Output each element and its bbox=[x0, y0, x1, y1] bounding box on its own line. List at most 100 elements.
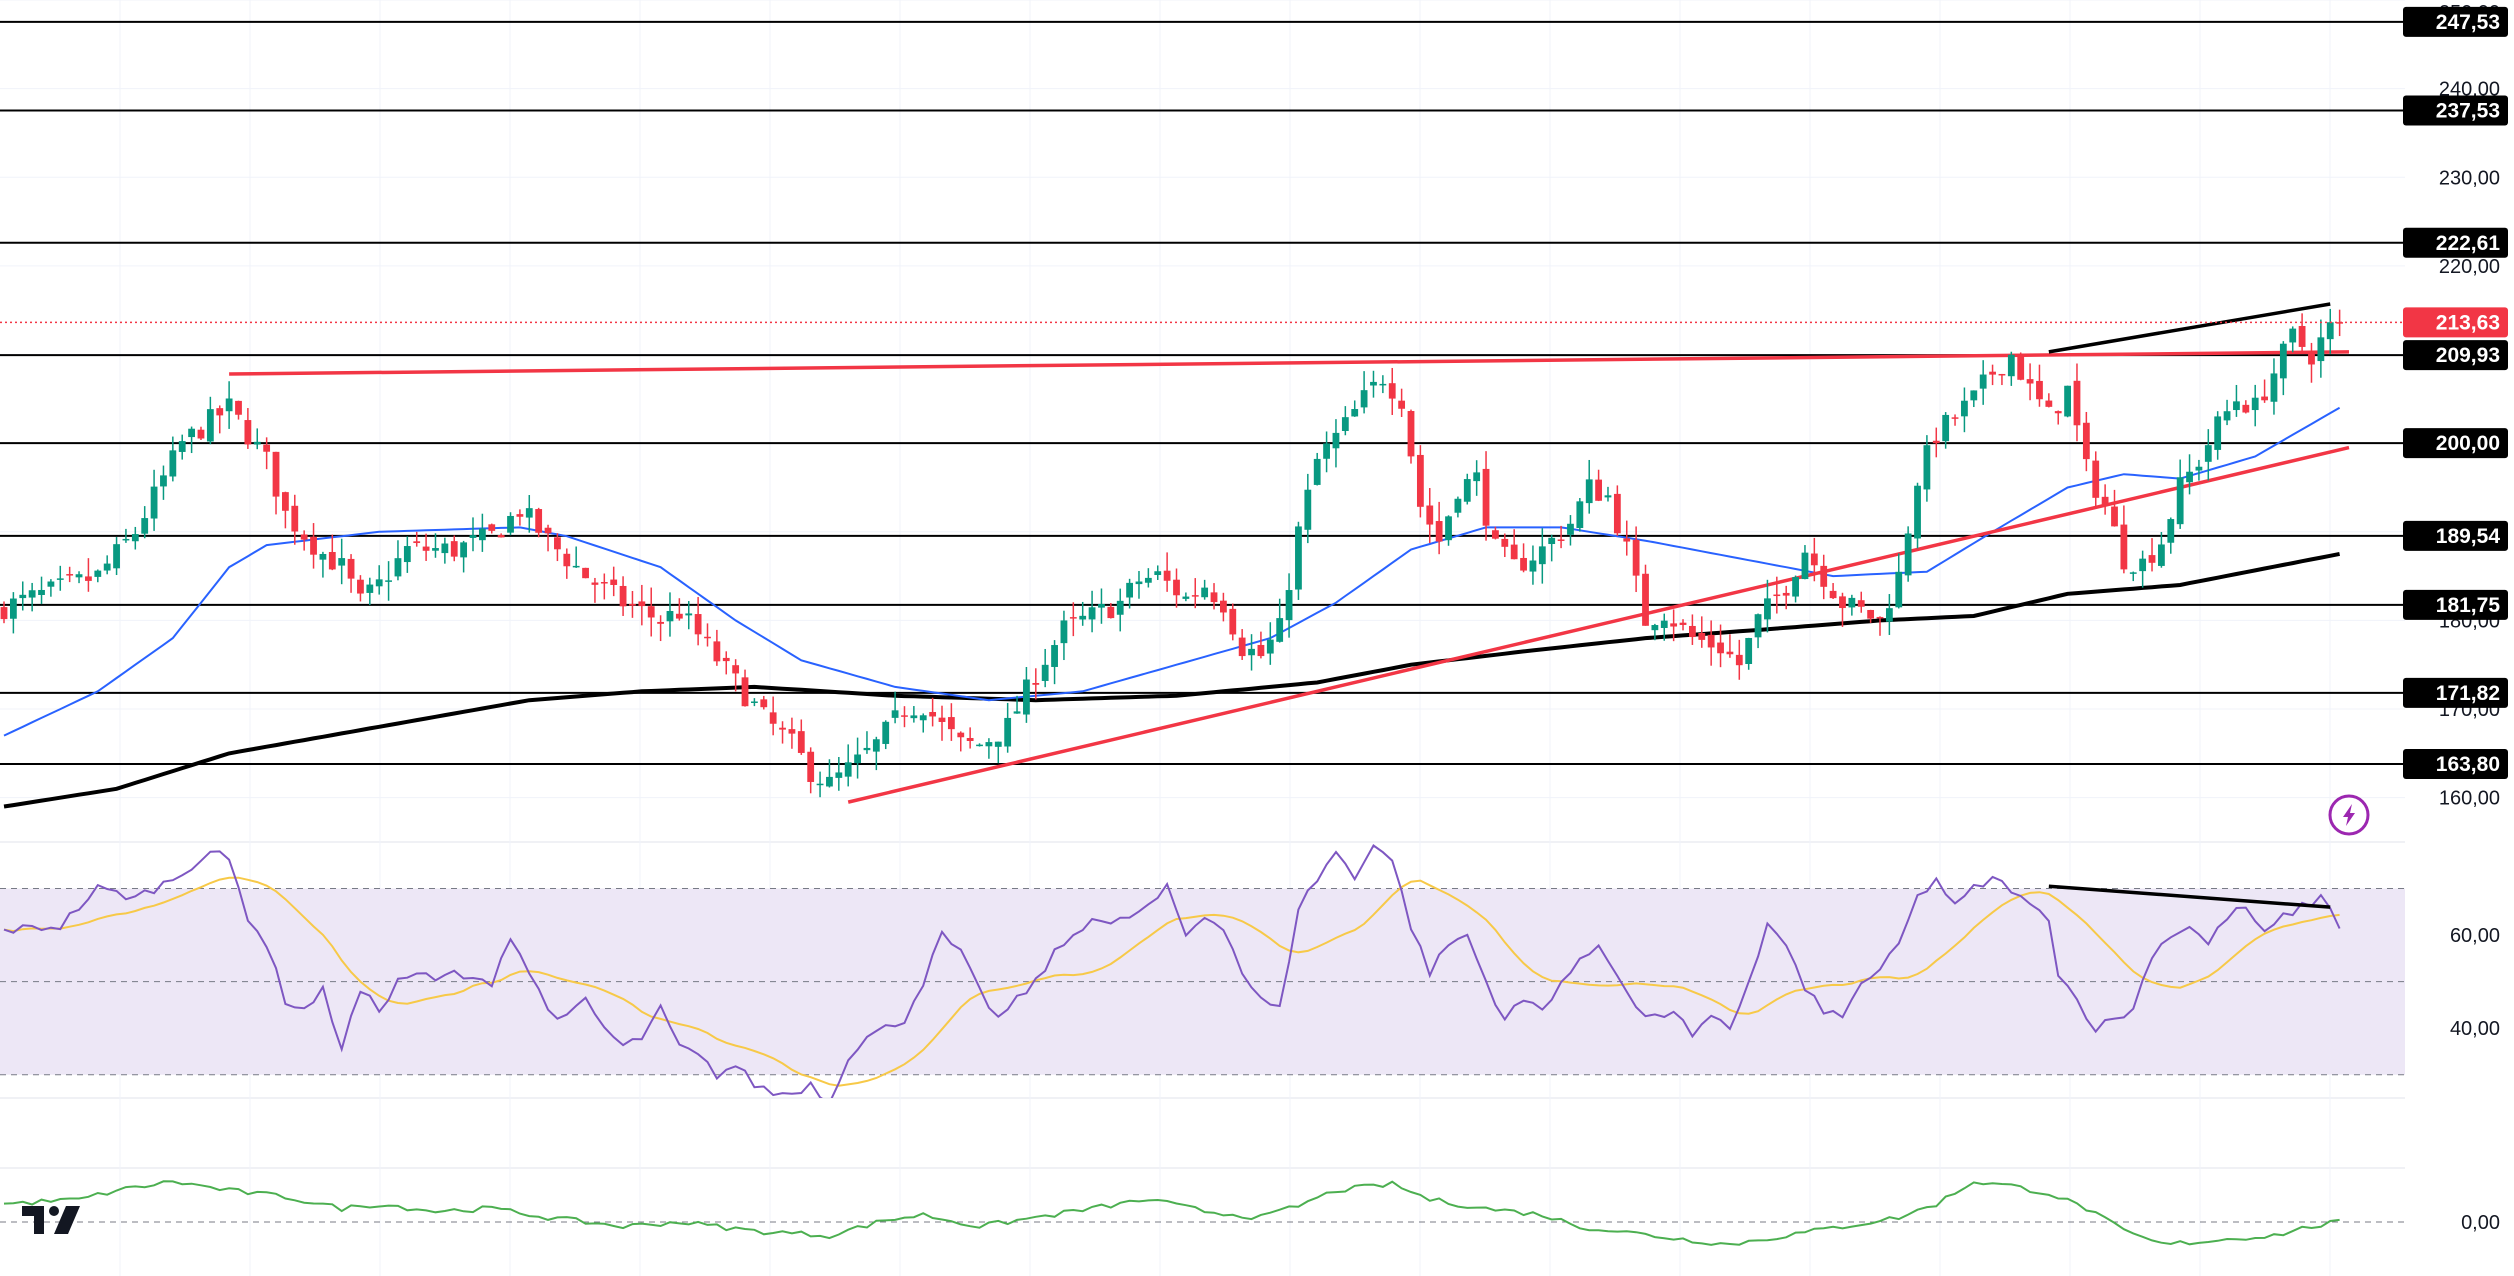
candle-body bbox=[2308, 351, 2315, 365]
candle-body bbox=[1679, 622, 1687, 625]
candle-body bbox=[788, 729, 796, 734]
level-label: 209,93 bbox=[2403, 340, 2508, 371]
candle-body bbox=[891, 710, 899, 718]
candle bbox=[2261, 379, 2268, 403]
candle bbox=[1332, 419, 1340, 468]
candle-body bbox=[760, 699, 768, 708]
candle-body bbox=[1041, 664, 1049, 681]
candle bbox=[0, 601, 8, 624]
candle bbox=[488, 523, 496, 534]
candle bbox=[910, 706, 918, 723]
candle bbox=[1191, 578, 1199, 609]
candle-body bbox=[1717, 642, 1724, 654]
candle bbox=[478, 513, 486, 552]
candle bbox=[985, 738, 993, 759]
candle bbox=[1304, 473, 1312, 544]
price-axis[interactable]: 160,00170,00180,00190,00200,00210,00220,… bbox=[2403, 0, 2514, 1276]
candle-body bbox=[704, 636, 711, 639]
ema200-path bbox=[3, 551, 2340, 809]
candle bbox=[1529, 545, 1537, 585]
level-label-text: 247,53 bbox=[2436, 11, 2500, 34]
candle-body bbox=[432, 548, 439, 551]
candle-body bbox=[713, 641, 721, 662]
candle bbox=[2036, 364, 2043, 407]
candle-body bbox=[1642, 573, 1649, 626]
candle bbox=[1717, 624, 1724, 668]
tradingview-logo-icon[interactable] bbox=[22, 1206, 80, 1234]
candle-body bbox=[1276, 618, 1284, 642]
candle bbox=[1923, 435, 1931, 502]
candle bbox=[2279, 341, 2287, 396]
candle-body bbox=[1248, 648, 1255, 656]
candle-body bbox=[694, 614, 702, 635]
candle bbox=[1810, 537, 1818, 582]
candle-body bbox=[2195, 466, 2203, 471]
level-label-text: 209,93 bbox=[2436, 344, 2500, 367]
candle-body bbox=[2054, 411, 2062, 414]
lightning-bolt-icon[interactable] bbox=[2328, 794, 2370, 836]
candle bbox=[1726, 634, 1734, 658]
candle-body bbox=[1885, 608, 1893, 622]
candle bbox=[1548, 534, 1556, 562]
candle-body bbox=[994, 741, 1002, 747]
candle-body bbox=[385, 580, 392, 582]
candle bbox=[28, 582, 36, 612]
black-trendline[interactable] bbox=[2048, 302, 2331, 354]
candle bbox=[976, 743, 983, 747]
candle-body bbox=[1266, 639, 1274, 654]
price-tick-label: 240,00 bbox=[2439, 79, 2500, 101]
candle bbox=[2148, 538, 2156, 572]
candle-body bbox=[1932, 440, 1940, 444]
candle bbox=[1998, 373, 2006, 386]
candle-body bbox=[469, 535, 477, 538]
trendlines[interactable] bbox=[229, 302, 2350, 804]
candle bbox=[1163, 552, 1171, 592]
candle bbox=[1773, 576, 1781, 614]
candle bbox=[75, 571, 83, 584]
candle bbox=[1473, 460, 1481, 496]
candle-body bbox=[1876, 616, 1884, 619]
candle-body bbox=[357, 579, 364, 594]
candle bbox=[891, 691, 899, 724]
candle bbox=[2064, 385, 2071, 418]
candle-body bbox=[544, 527, 552, 534]
candle-body bbox=[741, 677, 749, 707]
level-label-text: 163,80 bbox=[2436, 753, 2500, 776]
candle bbox=[394, 540, 402, 581]
candle-body bbox=[47, 581, 55, 587]
candle-body bbox=[1220, 600, 1227, 613]
candle bbox=[929, 697, 937, 727]
candle-body bbox=[647, 606, 655, 618]
candle bbox=[1388, 367, 1396, 415]
candle-body bbox=[1595, 479, 1602, 501]
candle bbox=[1792, 575, 1799, 603]
candle-body bbox=[1895, 571, 1903, 608]
candle-body bbox=[1144, 577, 1152, 583]
red-trendline[interactable] bbox=[229, 350, 2350, 376]
candle-body bbox=[488, 524, 496, 531]
candle bbox=[582, 567, 589, 579]
candle-body bbox=[826, 776, 833, 787]
candle bbox=[525, 495, 533, 533]
candle-body bbox=[66, 574, 74, 576]
candle bbox=[141, 506, 149, 539]
candle bbox=[1107, 603, 1115, 619]
candle-body bbox=[1023, 679, 1030, 715]
candle bbox=[2270, 358, 2278, 415]
candle-body bbox=[1810, 553, 1818, 566]
candle bbox=[1238, 629, 1246, 660]
candle bbox=[375, 565, 383, 595]
candle bbox=[1454, 496, 1462, 518]
candle-body bbox=[2158, 544, 2165, 566]
candle bbox=[610, 566, 618, 597]
red-trendline[interactable] bbox=[847, 445, 2350, 804]
candle bbox=[1904, 526, 1912, 582]
candle bbox=[1257, 631, 1265, 659]
candle-body bbox=[300, 534, 308, 540]
candle-body bbox=[422, 546, 430, 551]
candle-body bbox=[582, 567, 589, 579]
rsi-tick-label: 60,00 bbox=[2450, 925, 2500, 947]
candle bbox=[1820, 554, 1828, 600]
candle bbox=[1604, 486, 1612, 502]
